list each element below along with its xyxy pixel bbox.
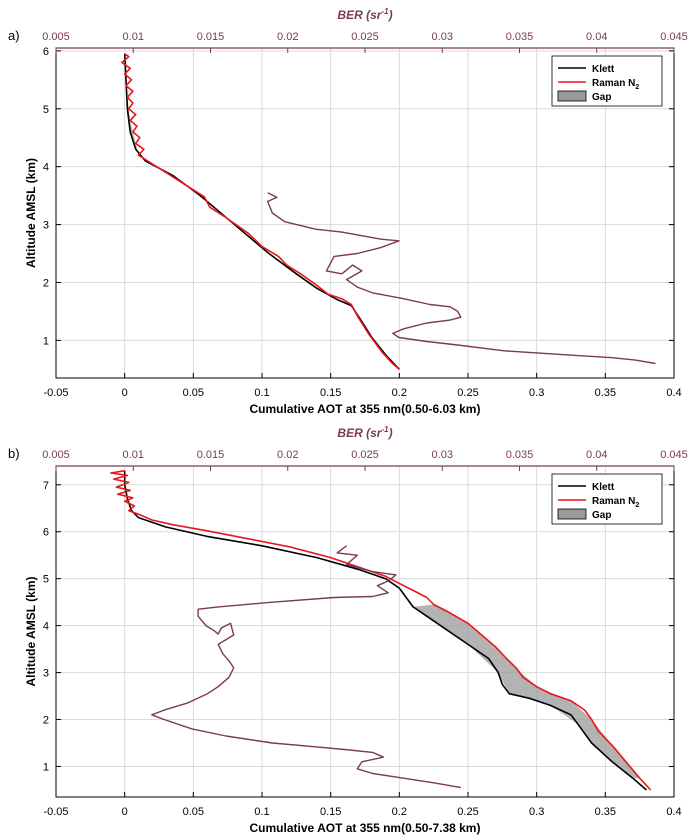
x-tick-label: 0.15 (320, 387, 341, 399)
x-tick-label: -0.05 (43, 387, 68, 399)
x-tick-label: -0.05 (43, 806, 68, 818)
gap-band (413, 604, 640, 779)
x-axis-label: Cumulative AOT at 355 nm(0.50-6.03 km) (250, 402, 481, 416)
top-axis-label-exp: -1 (381, 425, 389, 434)
series-line-klett (123, 470, 648, 791)
x-tick-label: 0.3 (529, 806, 544, 818)
top-tick-label: 0.03 (432, 449, 453, 461)
x-tick-label: 0.05 (183, 387, 204, 399)
y-tick-label: 3 (43, 668, 49, 680)
top-axis-label: BER (sr-1) (337, 7, 392, 22)
x-tick-label: 0.25 (457, 387, 478, 399)
legend-label-klett: Klett (592, 64, 615, 75)
x-tick-label: 0 (122, 806, 128, 818)
legend-label-raman: Raman N2 (592, 78, 639, 91)
top-tick-label: 0.01 (123, 449, 144, 461)
x-tick-label: 0.35 (595, 387, 616, 399)
x-tick-label: 0.4 (666, 387, 681, 399)
top-tick-label: 0.03 (432, 31, 453, 43)
x-tick-label: 0 (122, 387, 128, 399)
x-tick-label: 0.35 (595, 806, 616, 818)
y-tick-label: 2 (43, 277, 49, 289)
x-tick-label: 0.4 (666, 806, 681, 818)
top-axis-label-close: ) (387, 8, 393, 22)
y-tick-label: 4 (43, 162, 49, 174)
top-tick-label: 0.015 (197, 449, 225, 461)
top-tick-label: 0.015 (197, 31, 225, 43)
top-tick-label: 0.045 (660, 449, 688, 461)
x-tick-label: 0.1 (254, 387, 269, 399)
series-line-raman-n2 (110, 469, 652, 791)
top-tick-label: 0.005 (42, 31, 70, 43)
x-axis-label: Cumulative AOT at 355 nm(0.50-7.38 km) (250, 821, 481, 835)
top-axis-label-main: BER (sr (337, 426, 382, 440)
y-tick-label: 1 (43, 761, 49, 773)
y-axis-label: Altitude AMSL (km) (24, 576, 38, 686)
legend-label-gap: Gap (592, 92, 611, 103)
x-tick-label: 0.15 (320, 806, 341, 818)
top-axis-label-main: BER (sr (337, 8, 382, 22)
y-tick-label: 1 (43, 335, 49, 347)
panel-label: b) (8, 446, 20, 461)
x-tick-label: 0.3 (529, 387, 544, 399)
top-tick-label: 0.025 (351, 449, 379, 461)
top-tick-label: 0.02 (277, 449, 298, 461)
top-tick-label: 0.045 (660, 31, 688, 43)
x-tick-label: 0.1 (254, 806, 269, 818)
series-line-ber (151, 545, 461, 789)
top-tick-label: 0.04 (586, 449, 607, 461)
panel-label: a) (8, 28, 20, 43)
y-tick-label: 6 (43, 527, 49, 539)
y-tick-label: 6 (43, 46, 49, 58)
legend-label-raman-main: Raman N (592, 496, 635, 507)
y-axis-label: Altitude AMSL (km) (24, 158, 38, 268)
legend-swatch-gap (557, 508, 587, 520)
series-line-raman-n2 (121, 53, 400, 370)
legend-label-raman-sub: 2 (635, 84, 639, 91)
series-line-ber (267, 192, 656, 365)
y-tick-label: 3 (43, 220, 49, 232)
legend-swatch-gap (557, 90, 587, 102)
top-axis-label-close: ) (387, 426, 393, 440)
top-tick-label: 0.01 (123, 31, 144, 43)
top-axis-label-exp: -1 (381, 7, 389, 16)
top-tick-label: 0.04 (586, 31, 607, 43)
y-tick-label: 4 (43, 621, 49, 633)
legend-label-klett: Klett (592, 482, 615, 493)
legend-label-raman: Raman N2 (592, 496, 639, 509)
y-tick-label: 2 (43, 715, 49, 727)
series-line-klett (123, 53, 400, 370)
x-tick-label: 0.05 (183, 806, 204, 818)
x-tick-label: 0.2 (392, 806, 407, 818)
top-tick-label: 0.005 (42, 449, 70, 461)
legend-label-raman-main: Raman N (592, 78, 635, 89)
top-tick-label: 0.025 (351, 31, 379, 43)
top-tick-label: 0.035 (506, 449, 534, 461)
x-tick-label: 0.25 (457, 806, 478, 818)
y-tick-label: 5 (43, 574, 49, 586)
top-tick-label: 0.02 (277, 31, 298, 43)
y-tick-label: 5 (43, 104, 49, 116)
y-tick-label: 7 (43, 480, 49, 492)
legend-label-raman-sub: 2 (635, 502, 639, 509)
top-tick-label: 0.035 (506, 31, 534, 43)
top-axis-label: BER (sr-1) (337, 425, 392, 440)
x-tick-label: 0.2 (392, 387, 407, 399)
legend-label-gap: Gap (592, 510, 611, 521)
